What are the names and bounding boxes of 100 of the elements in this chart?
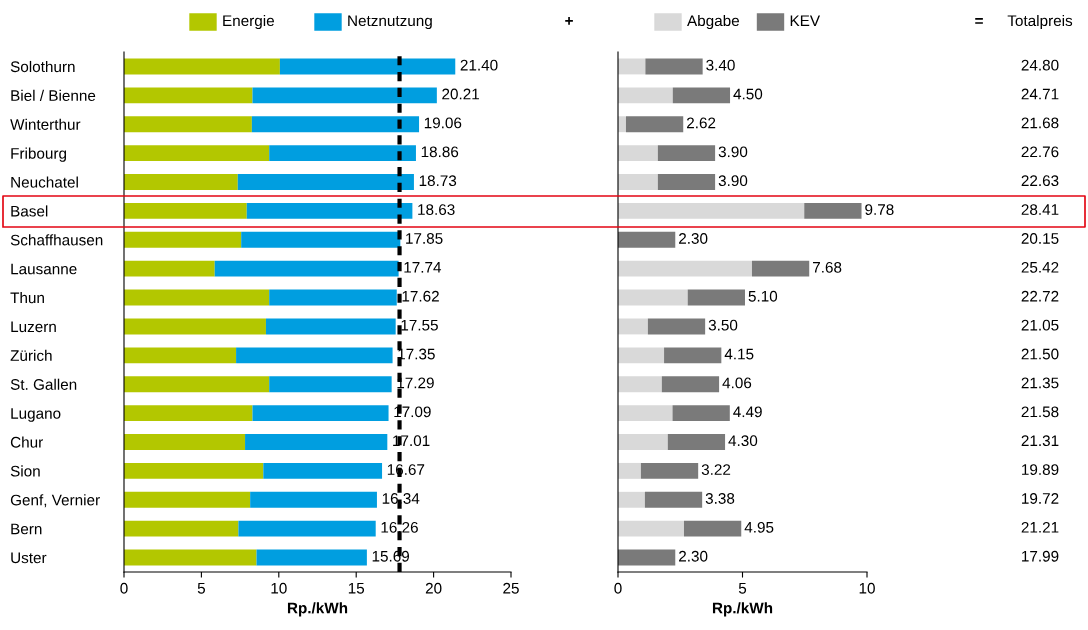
- bar: [618, 318, 648, 335]
- y-tick-label: Thun: [10, 292, 44, 304]
- total-label: 2.62: [686, 117, 716, 129]
- y-tick-label: Fribourg: [11, 147, 67, 162]
- total-label: 17.85: [406, 233, 443, 244]
- y-tick-label: Luzern: [11, 321, 56, 333]
- text: 20.15: [1021, 233, 1059, 244]
- bar: [618, 87, 673, 104]
- bar: [640, 462, 699, 479]
- bar: [618, 491, 645, 508]
- x-tick-label: 0: [614, 582, 622, 594]
- total-label: 16.34: [382, 493, 420, 504]
- bar: [241, 231, 401, 248]
- bar: [256, 549, 367, 566]
- bar: [124, 116, 252, 133]
- text: 17.99: [1022, 550, 1059, 562]
- total-label: 5.10: [748, 290, 778, 302]
- bar: [804, 202, 862, 219]
- text: 21.35: [1021, 377, 1059, 389]
- total-label: 18.73: [419, 175, 457, 187]
- text: 21.50: [1021, 348, 1059, 360]
- bar: [251, 116, 420, 133]
- bar: [245, 434, 388, 450]
- y-tick-label: Winterthur: [10, 118, 81, 130]
- bar: [124, 434, 246, 450]
- bar: [269, 289, 397, 306]
- bar: [618, 549, 676, 566]
- y-tick-label: Solothurn: [10, 60, 75, 73]
- y-tick-label: Genf, Vernier: [10, 494, 100, 508]
- total-label: 17.55: [401, 319, 438, 331]
- y-tick-label: Biel / Bienne: [11, 89, 96, 102]
- y-tick-label: Neuchatel: [11, 176, 78, 188]
- text: 22.72: [1021, 290, 1059, 302]
- bar: [667, 434, 726, 450]
- total-label: 2.30: [679, 550, 708, 562]
- bar: [618, 58, 646, 75]
- total-label: 17.62: [402, 290, 439, 302]
- text: 24.80: [1021, 59, 1059, 71]
- bar: [124, 491, 251, 508]
- bar: [618, 289, 688, 306]
- text: 19.89: [1022, 464, 1059, 475]
- bar: [124, 376, 270, 393]
- total-label: 17.09: [394, 406, 431, 418]
- y-tick-label: Uster: [11, 552, 47, 564]
- bar: [238, 520, 376, 537]
- total-label: 15.69: [372, 550, 410, 562]
- bar: [687, 289, 745, 306]
- bar: [683, 520, 742, 537]
- total-label: 4.49: [733, 406, 762, 418]
- bar: [124, 145, 270, 162]
- bar: [269, 376, 392, 393]
- text: 21.58: [1021, 406, 1059, 418]
- text: 22.76: [1021, 146, 1059, 158]
- legend-label: KEV: [790, 15, 820, 26]
- total-label: 21.40: [460, 59, 498, 71]
- bar: [246, 202, 413, 219]
- bar: [618, 145, 658, 162]
- text: +: [565, 16, 573, 25]
- bar: [214, 260, 399, 277]
- text: 25.42: [1021, 261, 1059, 273]
- bar: [618, 174, 658, 190]
- bar: [618, 202, 805, 219]
- total-label: 20.21: [442, 88, 479, 100]
- text: 24.71: [1021, 88, 1059, 100]
- bar: [618, 462, 641, 479]
- x-tick-label: 20: [425, 582, 442, 594]
- y-tick-label: Basel: [11, 205, 48, 217]
- total-label: 4.50: [733, 88, 763, 100]
- bar: [124, 202, 247, 219]
- total-label: 7.68: [813, 261, 842, 273]
- x-axis-title: Rp./kWh: [287, 602, 348, 617]
- total-label: 18.63: [418, 204, 455, 215]
- text: 28.41: [1021, 204, 1059, 215]
- bar: [124, 347, 237, 364]
- y-tick-label: Chur: [10, 436, 43, 448]
- bar: [124, 520, 239, 537]
- bar: [647, 318, 706, 335]
- bar: [664, 347, 722, 364]
- bar: [672, 405, 730, 422]
- total-label: 4.95: [744, 521, 774, 533]
- y-tick-label: Lausanne: [11, 263, 77, 275]
- bar: [618, 520, 684, 537]
- bar: [124, 174, 238, 190]
- x-tick-label: 10: [271, 582, 287, 594]
- total-label: 2.30: [679, 233, 708, 244]
- bar: [124, 231, 242, 248]
- bar: [618, 260, 752, 277]
- text: 19.72: [1022, 493, 1059, 504]
- y-tick-label: Sion: [10, 465, 40, 477]
- total-label: 3.22: [701, 464, 731, 475]
- bar: [618, 231, 676, 248]
- text: 21.05: [1021, 319, 1059, 331]
- bar: [124, 549, 257, 566]
- bar: [672, 87, 731, 104]
- y-tick-label: St. Gallen: [10, 378, 77, 390]
- bar: [124, 58, 280, 75]
- bar: [252, 405, 389, 422]
- bar: [657, 145, 716, 162]
- bar: [124, 462, 264, 479]
- bar: [236, 347, 393, 364]
